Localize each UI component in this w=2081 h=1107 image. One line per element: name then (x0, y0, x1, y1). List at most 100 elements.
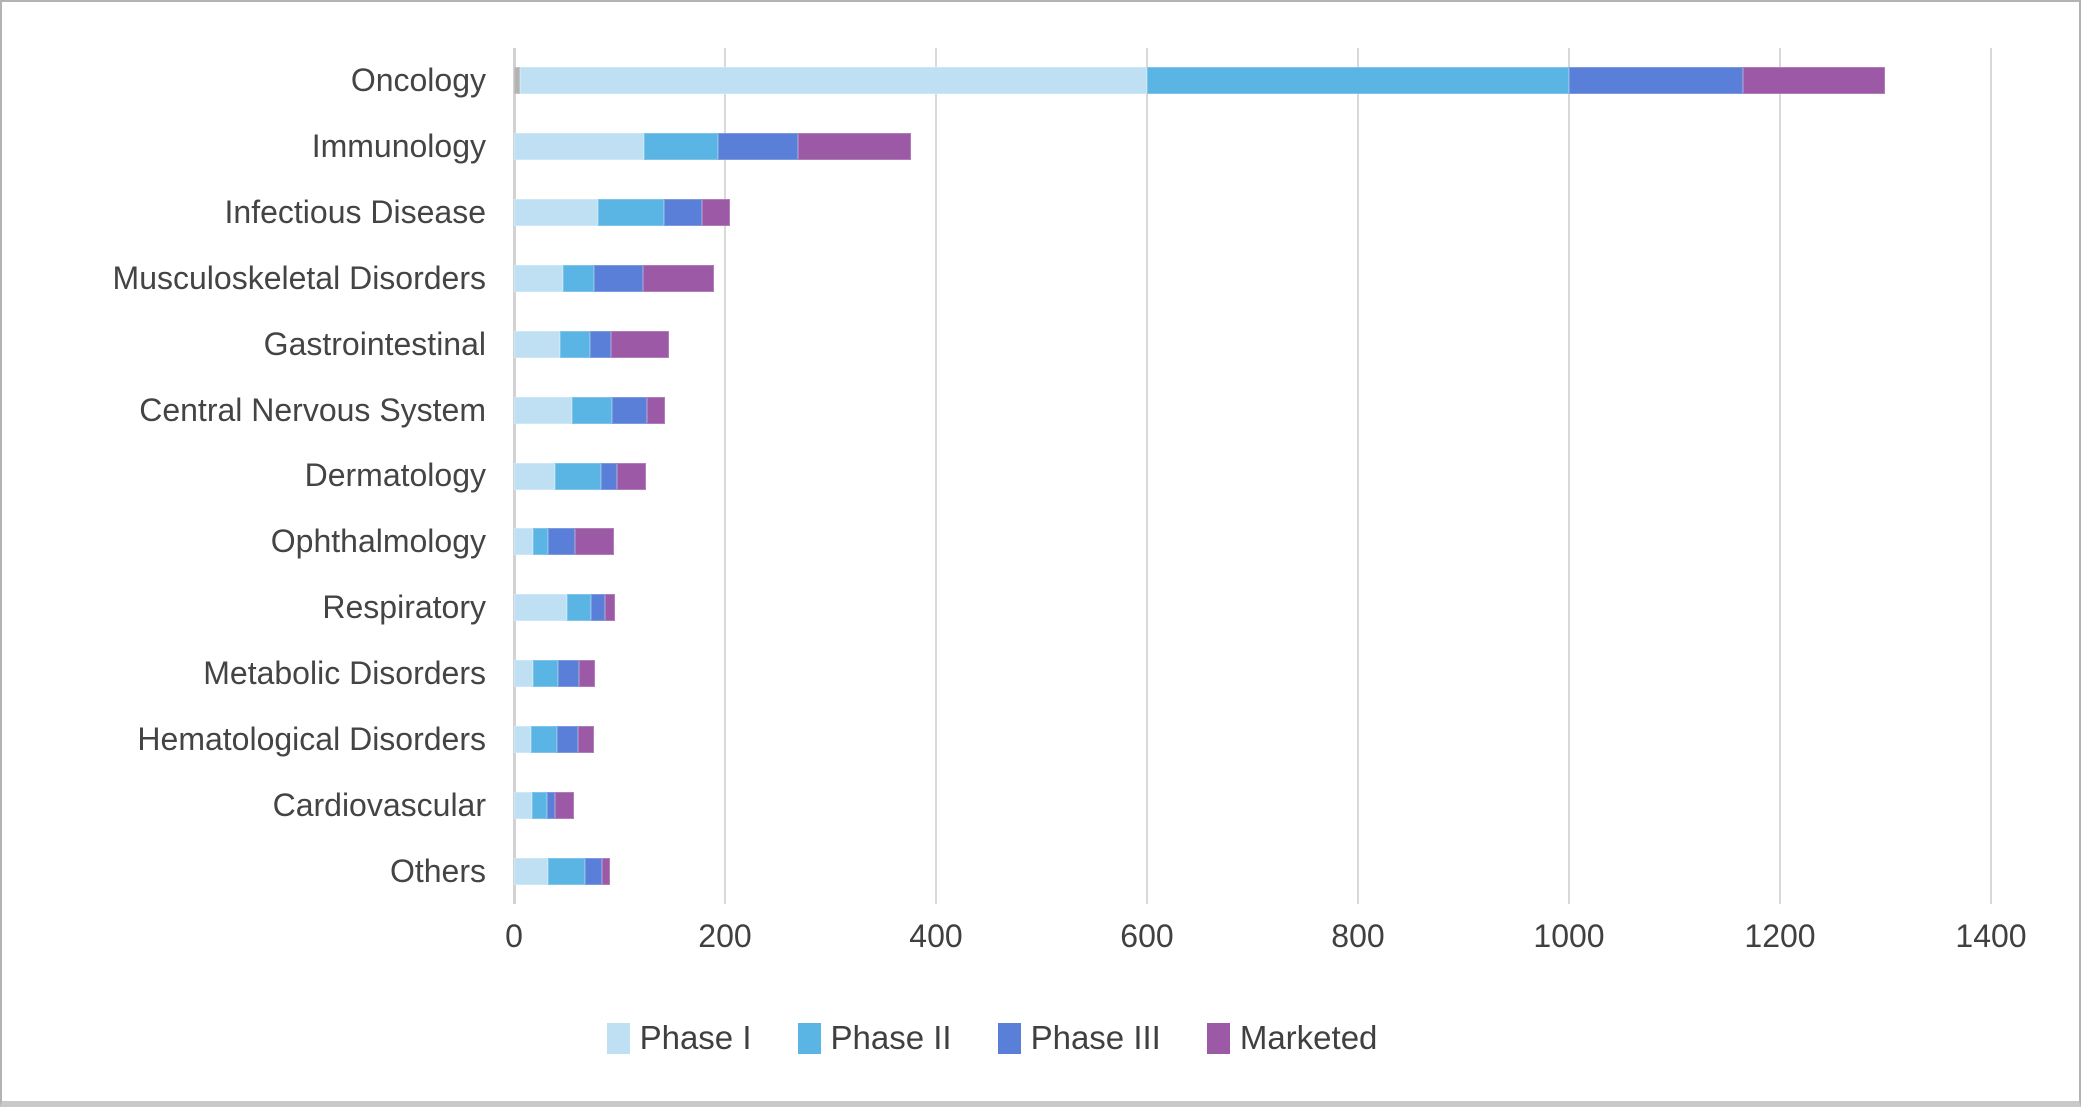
bar-segment-phase-i-infectious-disease (514, 199, 599, 227)
bar-segment-phase-iii-dermatology (600, 462, 618, 490)
bar-segment-phase-ii-hematological-disorders (530, 725, 558, 753)
bar-row-hematological-disorders (514, 725, 595, 753)
bar-segment-marketed-ophthalmology (575, 528, 615, 556)
bar-segment-marketed-metabolic-disorders (579, 660, 596, 688)
bar-segment-phase-ii-infectious-disease (598, 199, 664, 227)
bar-row-oncology (514, 67, 1886, 95)
bar-segment-marketed-cardiovascular (555, 791, 575, 819)
bar-row-infectious-disease (514, 199, 731, 227)
bar-segment-marketed-central-nervous-system (646, 396, 665, 424)
grid-line (724, 48, 726, 904)
bar-row-cardiovascular (514, 791, 575, 819)
legend: Phase I Phase II Phase III Marketed (2, 1008, 1982, 1068)
bar-segment-phase-ii-metabolic-disorders (532, 660, 559, 688)
bar-segment-phase-ii-immunology (643, 133, 718, 161)
category-label-dermatology: Dermatology (304, 457, 486, 494)
bar-segment-marketed-infectious-disease (701, 199, 731, 227)
category-label-respiratory: Respiratory (322, 589, 486, 626)
legend-label-marketed: Marketed (1239, 1019, 1378, 1056)
category-label-oncology: Oncology (350, 62, 486, 99)
bar-segment-marketed-immunology (797, 133, 911, 161)
legend-swatch-phase-ii (797, 1022, 821, 1054)
bar-row-metabolic-disorders (514, 660, 596, 688)
bar-segment-phase-iii-central-nervous-system (612, 396, 647, 424)
category-label-metabolic-disorders: Metabolic Disorders (203, 655, 486, 692)
category-label-hematological-disorders: Hematological Disorders (137, 720, 486, 757)
bar-segment-phase-iii-metabolic-disorders (558, 660, 580, 688)
grid-line (1146, 48, 1148, 904)
bar-segment-phase-i-dermatology (514, 462, 556, 490)
category-label-cardiovascular: Cardiovascular (272, 786, 486, 823)
x-axis-tick-label: 1200 (1744, 918, 1816, 954)
bar-segment-marketed-gastrointestinal (611, 330, 670, 358)
legend-label-phase-ii: Phase II (830, 1019, 952, 1056)
bar-segment-marketed-others (601, 857, 610, 885)
bar-segment-phase-iii-others (584, 857, 602, 885)
legend-label-phase-i: Phase I (639, 1019, 752, 1056)
bar-segment-phase-ii-central-nervous-system (572, 396, 613, 424)
bar-segment-phase-iii-infectious-disease (663, 199, 702, 227)
bar-segment-phase-ii-musculoskeletal-disorders (562, 264, 595, 292)
x-axis-tick-label: 1000 (1533, 918, 1605, 954)
bar-segment-phase-i-metabolic-disorders (514, 660, 533, 688)
x-axis-tick-label: 1400 (1955, 918, 2027, 954)
category-label-others: Others (389, 852, 486, 889)
category-label-infectious-disease: Infectious Disease (224, 194, 486, 231)
bar-segment-phase-i-cardiovascular (514, 791, 532, 819)
legend-swatch-marketed (1206, 1022, 1230, 1054)
bar-segment-phase-iii-gastrointestinal (589, 330, 612, 358)
grid-line (1779, 48, 1781, 904)
bar-row-others (514, 857, 610, 885)
bar-segment-marketed-dermatology (617, 462, 646, 490)
legend-item-phase-iii: Phase III (997, 1019, 1161, 1057)
grid-line (1357, 48, 1359, 904)
bar-segment-marketed-oncology (1743, 67, 1886, 95)
bar-segment-phase-ii-respiratory (566, 594, 591, 622)
x-axis-tick-label: 600 (1120, 918, 1174, 954)
x-axis-tick-label: 0 (505, 918, 523, 954)
bar-row-immunology (514, 133, 911, 161)
bar-segment-phase-ii-gastrointestinal (560, 330, 590, 358)
legend-item-phase-i: Phase I (606, 1019, 752, 1057)
category-label-central-nervous-system: Central Nervous System (139, 391, 486, 428)
bar-segment-phase-ii-dermatology (555, 462, 601, 490)
legend-item-phase-ii: Phase II (797, 1019, 952, 1057)
legend-swatch-phase-iii (997, 1022, 1021, 1054)
grid-line (1568, 48, 1570, 904)
bar-segment-phase-i-hematological-disorders (514, 725, 531, 753)
bar-segment-phase-iii-immunology (717, 133, 798, 161)
bar-segment-phase-i-others (514, 857, 548, 885)
bar-segment-phase-iii-cardiovascular (546, 791, 556, 819)
x-axis-tick-label: 400 (909, 918, 963, 954)
category-label-gastrointestinal: Gastrointestinal (263, 325, 486, 362)
x-axis-tick-label: 200 (698, 918, 752, 954)
category-label-immunology: Immunology (311, 128, 486, 165)
bar-row-musculoskeletal-disorders (514, 264, 715, 292)
grid-line (1990, 48, 1992, 904)
bar-row-respiratory (514, 594, 616, 622)
category-label-ophthalmology: Ophthalmology (270, 523, 486, 560)
legend-label-phase-iii: Phase III (1030, 1019, 1161, 1056)
bar-segment-phase-iii-ophthalmology (547, 528, 576, 556)
bar-segment-unlabeled-gray (514, 67, 521, 95)
bar-segment-marketed-hematological-disorders (578, 725, 595, 753)
bar-segment-marketed-respiratory (604, 594, 616, 622)
bar-segment-phase-iii-respiratory (591, 594, 605, 622)
bar-segment-phase-i-oncology (520, 67, 1147, 95)
x-axis-tick-label: 800 (1331, 918, 1385, 954)
grid-line (935, 48, 937, 904)
bar-segment-phase-ii-ophthalmology (532, 528, 548, 556)
category-label-musculoskeletal-disorders: Musculoskeletal Disorders (112, 259, 486, 296)
bar-row-gastrointestinal (514, 330, 670, 358)
bar-row-dermatology (514, 462, 646, 490)
bar-segment-marketed-musculoskeletal-disorders (642, 264, 715, 292)
bar-row-central-nervous-system (514, 396, 665, 424)
bar-segment-phase-iii-hematological-disorders (557, 725, 579, 753)
bar-row-ophthalmology (514, 528, 615, 556)
bar-segment-phase-i-respiratory (514, 594, 567, 622)
bar-segment-phase-i-musculoskeletal-disorders (514, 264, 563, 292)
